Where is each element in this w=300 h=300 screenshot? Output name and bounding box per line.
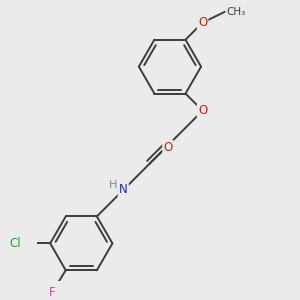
Text: CH₃: CH₃	[227, 7, 246, 17]
Text: H: H	[109, 180, 117, 190]
Text: Cl: Cl	[10, 237, 21, 250]
Text: O: O	[198, 104, 207, 117]
Text: N: N	[119, 184, 128, 196]
Text: O: O	[164, 141, 173, 154]
Text: O: O	[198, 16, 207, 29]
Text: F: F	[48, 286, 55, 299]
